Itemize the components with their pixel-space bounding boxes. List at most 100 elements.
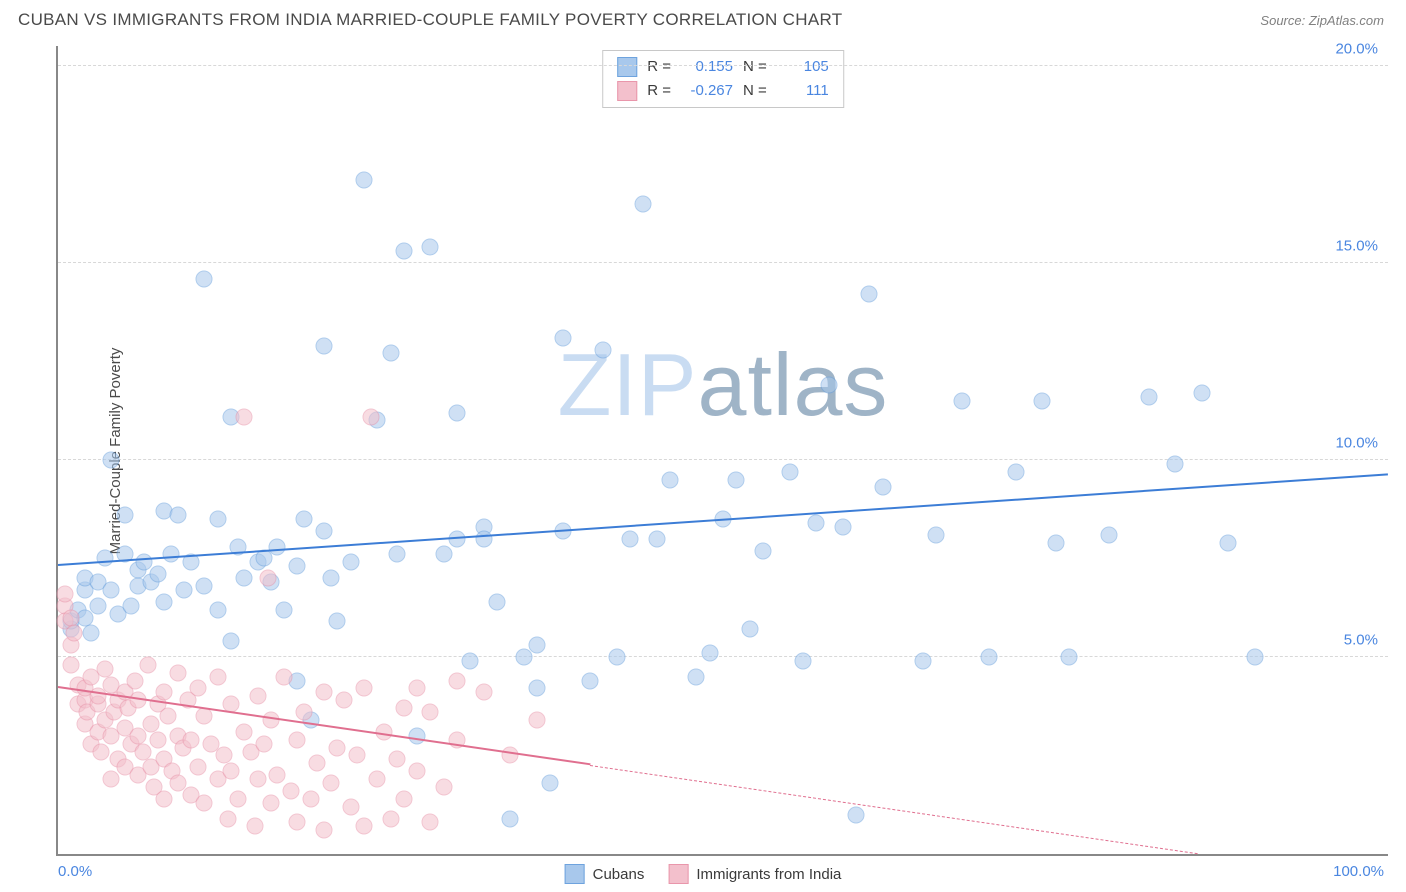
data-point <box>349 747 366 764</box>
ytick-label: 20.0% <box>1335 40 1378 57</box>
data-point <box>296 704 313 721</box>
legend-r-label: R = <box>647 79 671 103</box>
data-point <box>103 451 120 468</box>
data-point <box>256 550 273 567</box>
data-point <box>342 554 359 571</box>
legend-swatch <box>617 81 637 101</box>
chart-title: CUBAN VS IMMIGRANTS FROM INDIA MARRIED-C… <box>18 10 842 30</box>
legend-r-label: R = <box>647 55 671 79</box>
data-point <box>249 688 266 705</box>
data-point <box>276 668 293 685</box>
data-point <box>382 345 399 362</box>
gridline <box>58 656 1388 657</box>
data-point <box>169 664 186 681</box>
data-point <box>355 172 372 189</box>
data-point <box>502 810 519 827</box>
data-point <box>222 763 239 780</box>
data-point <box>289 731 306 748</box>
data-point <box>229 790 246 807</box>
data-point <box>335 692 352 709</box>
legend-corr-row: R =-0.267N =111 <box>617 79 829 103</box>
data-point <box>96 550 113 567</box>
data-point <box>1100 526 1117 543</box>
trend-line <box>58 474 1388 567</box>
ytick-label: 5.0% <box>1344 631 1378 648</box>
data-point <box>92 743 109 760</box>
watermark-light: ZIP <box>558 335 698 434</box>
data-point <box>176 581 193 598</box>
data-point <box>1007 463 1024 480</box>
data-point <box>927 526 944 543</box>
data-point <box>89 597 106 614</box>
trend-line <box>590 765 1198 854</box>
data-point <box>189 759 206 776</box>
data-point <box>276 601 293 618</box>
legend-n-label: N = <box>743 55 767 79</box>
xtick-label: 100.0% <box>1333 863 1384 880</box>
data-point <box>635 195 652 212</box>
data-point <box>954 392 971 409</box>
data-point <box>821 376 838 393</box>
data-point <box>515 648 532 665</box>
data-point <box>648 530 665 547</box>
data-point <box>595 341 612 358</box>
data-point <box>135 743 152 760</box>
chart-wrap: Married-Couple Family Poverty ZIPatlas R… <box>18 46 1388 856</box>
data-point <box>149 731 166 748</box>
data-point <box>316 522 333 539</box>
ytick-label: 15.0% <box>1335 237 1378 254</box>
data-point <box>209 601 226 618</box>
data-point <box>981 648 998 665</box>
legend-series-label: Cubans <box>593 866 645 883</box>
data-point <box>475 684 492 701</box>
data-point <box>103 581 120 598</box>
data-point <box>462 652 479 669</box>
watermark-dark: atlas <box>698 335 889 434</box>
data-point <box>874 479 891 496</box>
data-point <box>103 771 120 788</box>
data-point <box>1220 534 1237 551</box>
data-point <box>236 408 253 425</box>
data-point <box>262 794 279 811</box>
data-point <box>409 727 426 744</box>
data-point <box>1167 455 1184 472</box>
data-point <box>808 514 825 531</box>
data-point <box>183 731 200 748</box>
data-point <box>435 546 452 563</box>
data-point <box>63 656 80 673</box>
data-point <box>355 680 372 697</box>
data-point <box>861 286 878 303</box>
data-point <box>389 546 406 563</box>
data-point <box>269 767 286 784</box>
legend-series-label: Immigrants from India <box>696 866 841 883</box>
data-point <box>65 625 82 642</box>
data-point <box>196 794 213 811</box>
data-point <box>395 790 412 807</box>
data-point <box>309 755 326 772</box>
legend-series-item: Cubans <box>565 864 645 884</box>
legend-swatch <box>617 57 637 77</box>
data-point <box>528 680 545 697</box>
xtick-label: 0.0% <box>58 863 92 880</box>
data-point <box>488 593 505 610</box>
data-point <box>282 782 299 799</box>
data-point <box>316 822 333 839</box>
data-point <box>369 771 386 788</box>
data-point <box>289 814 306 831</box>
data-point <box>409 763 426 780</box>
data-point <box>1034 392 1051 409</box>
data-point <box>169 507 186 524</box>
data-point <box>355 818 372 835</box>
data-point <box>83 625 100 642</box>
plot-area: ZIPatlas R =0.155N =105R =-0.267N =111 5… <box>56 46 1388 856</box>
legend-series: Cubans Immigrants from India <box>565 864 842 884</box>
data-point <box>329 613 346 630</box>
data-point <box>260 570 277 587</box>
data-point <box>209 668 226 685</box>
data-point <box>256 735 273 752</box>
data-point <box>781 463 798 480</box>
data-point <box>127 672 144 689</box>
data-point <box>701 645 718 662</box>
data-point <box>1060 648 1077 665</box>
data-point <box>129 727 146 744</box>
